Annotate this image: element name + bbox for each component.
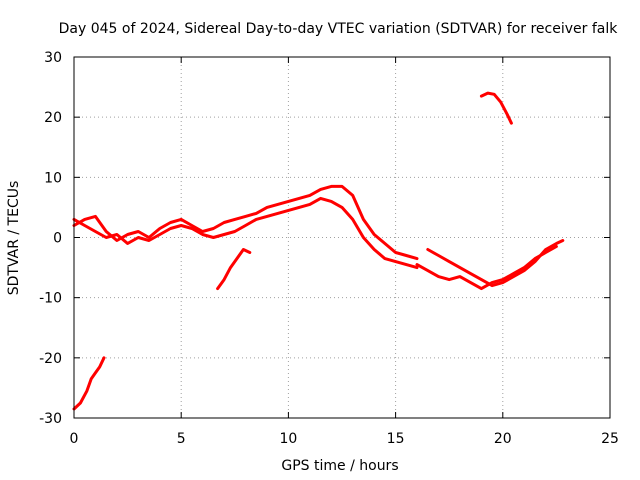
y-tick-label: -30	[39, 411, 62, 427]
x-tick-label: 10	[279, 431, 297, 447]
x-axis-label: GPS time / hours	[281, 458, 398, 474]
x-tick-label: 0	[70, 431, 79, 447]
grid-layer	[74, 57, 610, 418]
y-tick-label: -20	[39, 351, 62, 367]
series-layer	[72, 91, 565, 411]
series-arc-2	[72, 196, 419, 270]
series-arc-5	[426, 239, 565, 288]
y-tick-label: 30	[44, 50, 62, 66]
x-tick-label: 15	[387, 431, 405, 447]
x-tick-label: 5	[177, 431, 186, 447]
series-arc-4	[216, 248, 252, 291]
series-arc-7	[479, 91, 513, 125]
y-tick-label: 20	[44, 110, 62, 126]
y-axis-label: SDTVAR / TECUs	[6, 181, 22, 296]
series-arc-3	[72, 184, 419, 261]
chart-title: Day 045 of 2024, Sidereal Day-to-day VTE…	[59, 21, 619, 37]
x-tick-label: 25	[601, 431, 619, 447]
y-tick-label: 0	[53, 231, 62, 247]
tick-layer: 0 5 10 15 20 25 -30 -20 -10 0 10 20 30	[39, 50, 619, 447]
series-arc-6	[415, 245, 558, 291]
y-tick-label: 10	[44, 170, 62, 186]
x-tick-label: 20	[494, 431, 512, 447]
series-arc-1	[72, 356, 106, 411]
y-tick-label: -10	[39, 291, 62, 307]
